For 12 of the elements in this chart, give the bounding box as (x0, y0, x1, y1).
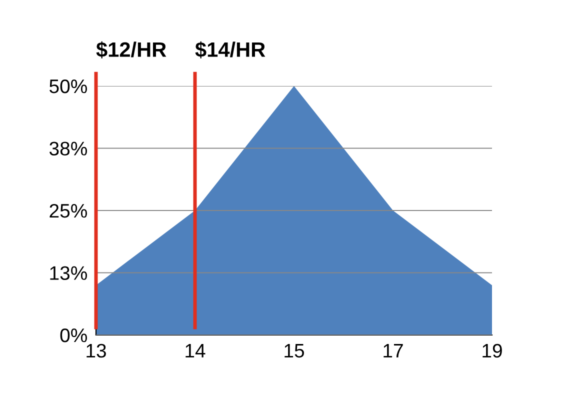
x-tick-label: 19 (482, 344, 502, 358)
y-tick-label: 38% (49, 142, 87, 156)
x-tick-label: 15 (284, 344, 304, 358)
y-tick-label: 25% (50, 204, 87, 218)
x-tick-label: 17 (384, 344, 403, 358)
x-tick-label: 13 (86, 344, 106, 358)
y-tick-label: 13% (50, 266, 87, 280)
y-tick-label: 50% (50, 79, 87, 94)
x-tick-label: 14 (186, 344, 206, 358)
ref-line-label: $14/HR (195, 41, 266, 58)
y-tick-label: 0% (60, 328, 87, 342)
ref-line-label: $12/HR (96, 41, 166, 58)
